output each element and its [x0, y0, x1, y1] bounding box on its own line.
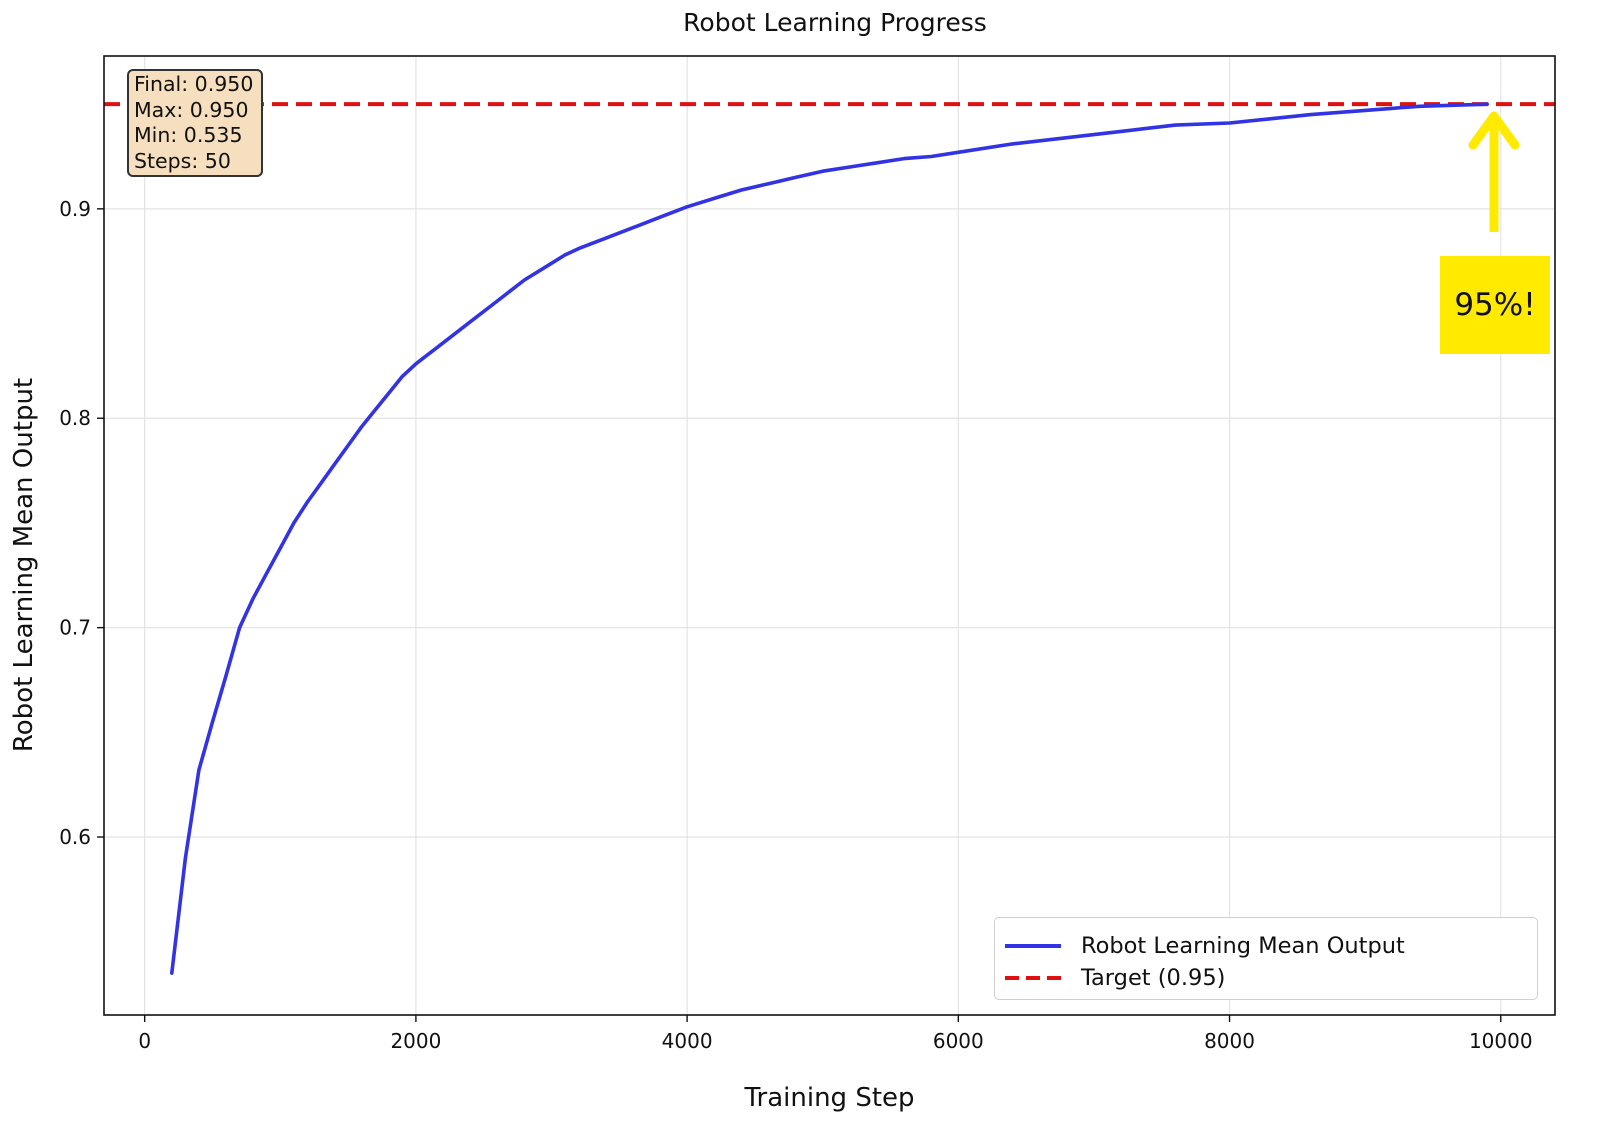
- legend-swatch-series: [1005, 944, 1061, 948]
- axis-ticks: 0 2000 4000 6000 8000 10000 0.6 0.7 0.8 0.9: [59, 197, 1532, 1053]
- series-layer: [170, 102, 1489, 975]
- grid-lines: [104, 56, 1555, 1015]
- x-tick-label: 10000: [1469, 1029, 1533, 1053]
- y-axis-label: Robot Learning Mean Output: [9, 377, 39, 753]
- x-tick-label: 2000: [390, 1029, 441, 1053]
- annotation-arrow-icon: [1468, 111, 1520, 232]
- legend-label-series: Robot Learning Mean Output: [1081, 933, 1405, 959]
- annotation-badge: 95%!: [1440, 256, 1550, 354]
- legend: Robot Learning Mean Output Target (0.95): [994, 917, 1538, 1000]
- stats-max: Max: 0.950: [134, 97, 249, 122]
- x-tick-label: 8000: [1204, 1029, 1255, 1053]
- y-tick-label: 0.6: [59, 825, 91, 849]
- chart-title: Robot Learning Progress: [683, 8, 987, 37]
- y-tick-label: 0.7: [59, 616, 91, 640]
- legend-swatch-target: [1005, 976, 1061, 980]
- plot-frame: [103, 55, 1556, 1016]
- y-tick-label: 0.8: [59, 406, 91, 430]
- legend-label-target: Target (0.95): [1081, 965, 1226, 991]
- stats-steps: Steps: 50: [134, 148, 231, 173]
- x-axis-label: Training Step: [744, 1083, 915, 1113]
- series-line-robot-learning-mean-output: [170, 102, 1489, 975]
- x-tick-label: 0: [138, 1029, 151, 1053]
- x-tick-label: 6000: [933, 1029, 984, 1053]
- stats-min: Min: 0.535: [134, 123, 243, 147]
- x-tick-label: 4000: [662, 1029, 713, 1053]
- stats-final: Final: 0.950: [134, 72, 254, 96]
- y-tick-label: 0.9: [59, 197, 91, 221]
- stats-box: Final: 0.950 Max: 0.950 Min: 0.535 Steps…: [127, 69, 263, 177]
